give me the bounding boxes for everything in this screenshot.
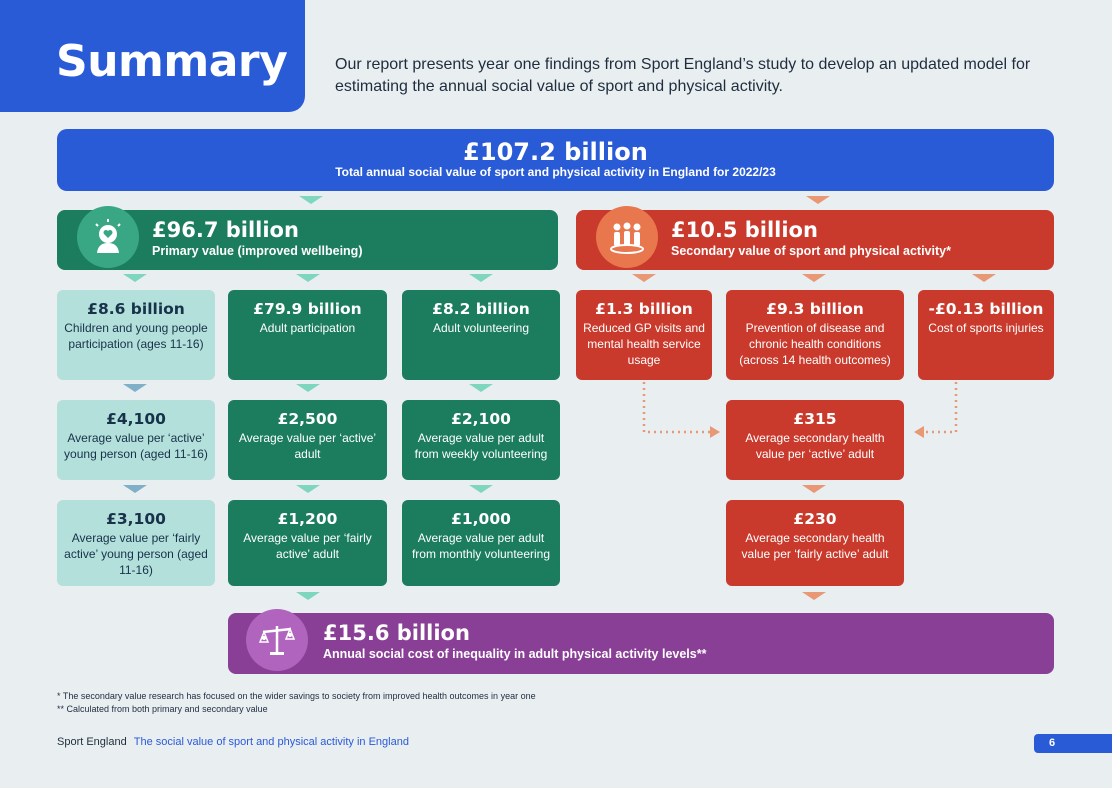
box-value: -£0.13 billion xyxy=(928,300,1044,318)
box-desc: Adult volunteering xyxy=(432,321,530,335)
box-value: £230 xyxy=(793,510,837,528)
dotted-connector-icon xyxy=(642,382,958,438)
box-desc: Average secondary health value per ‘acti… xyxy=(745,431,885,461)
arrow-down-icon xyxy=(123,384,147,392)
primary-label: Primary value (improved wellbeing) xyxy=(152,244,363,258)
box-value: £1,200 xyxy=(277,510,338,528)
box-desc: Adult participation xyxy=(259,321,356,335)
primary-value-box: £96.7 billion Primary value (improved we… xyxy=(57,206,558,270)
disease-prevention-box: £9.3 billion Prevention of disease and c… xyxy=(726,290,904,380)
box-desc: Average value per ‘active’ young person … xyxy=(64,431,208,461)
arrow-down-icon xyxy=(296,384,320,392)
inequality-label: Annual social cost of inequality in adul… xyxy=(323,647,707,661)
total-value-banner: £107.2 billion Total annual social value… xyxy=(57,129,1054,191)
arrow-down-icon xyxy=(469,274,493,282)
box-desc: Average value per ‘fairly active’ adult xyxy=(243,531,372,561)
box-desc: Prevention of disease and chronic health… xyxy=(739,321,891,367)
box-value: £315 xyxy=(793,410,837,428)
secondary-active-adult-box: £315 Average secondary health value per … xyxy=(726,400,904,480)
page-title: Summary xyxy=(56,36,288,87)
footnote-1: * The secondary value research has focus… xyxy=(57,691,536,701)
box-value: £1,000 xyxy=(451,510,511,528)
footnote-2: ** Calculated from both primary and seco… xyxy=(57,704,268,714)
fairly-active-young-person-box: £3,100 Average value per ‘fairly active’… xyxy=(57,500,215,586)
secondary-label: Secondary value of sport and physical ac… xyxy=(671,244,951,258)
primary-value: £96.7 billion xyxy=(152,218,299,242)
box-desc: Reduced GP visits and mental health serv… xyxy=(583,321,705,367)
arrow-down-icon xyxy=(296,274,320,282)
footer: Sport England The social value of sport … xyxy=(57,736,409,748)
adult-volunteering-box: £8.2 billion Adult volunteering xyxy=(402,290,560,380)
adult-participation-box: £79.9 billion Adult participation xyxy=(228,290,387,380)
arrow-down-icon xyxy=(299,196,323,204)
arrow-down-icon xyxy=(296,592,320,600)
box-value: £4,100 xyxy=(106,410,166,428)
box-desc: Average value per ‘fairly active’ young … xyxy=(64,531,208,577)
arrow-down-icon xyxy=(802,485,826,493)
secondary-fairly-active-adult-box: £230 Average secondary health value per … xyxy=(726,500,904,586)
box-desc: Children and young people participation … xyxy=(64,321,208,351)
head-heart-icon xyxy=(77,206,139,268)
arrow-down-icon xyxy=(802,274,826,282)
weekly-volunteering-box: £2,100 Average value per adult from week… xyxy=(402,400,560,480)
box-value: £9.3 billion xyxy=(766,300,864,318)
active-adult-box: £2,500 Average value per ‘active’ adult xyxy=(228,400,387,480)
box-value: £2,500 xyxy=(277,410,338,428)
page-number: 6 xyxy=(1034,734,1112,753)
people-group-icon xyxy=(596,206,658,268)
box-desc: Average value per ‘active’ adult xyxy=(238,431,377,461)
total-value: £107.2 billion xyxy=(463,138,648,166)
box-value: £3,100 xyxy=(106,510,166,528)
arrow-down-icon xyxy=(632,274,656,282)
fairly-active-adult-box: £1,200 Average value per ‘fairly active’… xyxy=(228,500,387,586)
footer-brand: Sport England xyxy=(57,736,127,748)
box-desc: Average value per adult from monthly vol… xyxy=(411,531,551,561)
arrow-down-icon xyxy=(972,274,996,282)
inequality-value: £15.6 billion xyxy=(323,621,470,645)
box-value: £1.3 billion xyxy=(595,300,693,318)
arrow-down-icon xyxy=(123,485,147,493)
arrow-down-icon xyxy=(469,485,493,493)
title-tab: Summary xyxy=(0,0,305,112)
box-value: £79.9 billion xyxy=(253,300,362,318)
box-value: £8.6 billion xyxy=(87,300,185,318)
arrow-down-icon xyxy=(806,196,830,204)
box-desc: Average secondary health value per ‘fair… xyxy=(741,531,889,561)
active-young-person-box: £4,100 Average value per ‘active’ young … xyxy=(57,400,215,480)
arrow-down-icon xyxy=(123,274,147,282)
arrow-down-icon xyxy=(802,592,826,600)
scales-people-icon xyxy=(246,609,308,671)
inequality-box: £15.6 billion Annual social cost of ineq… xyxy=(228,609,1054,674)
box-value: £8.2 billion xyxy=(432,300,530,318)
secondary-value-box: £10.5 billion Secondary value of sport a… xyxy=(576,206,1054,270)
secondary-value: £10.5 billion xyxy=(671,218,818,242)
box-desc: Cost of sports injuries xyxy=(928,321,1044,335)
sports-injuries-box: -£0.13 billion Cost of sports injuries xyxy=(918,290,1054,380)
footer-doc-title[interactable]: The social value of sport and physical a… xyxy=(133,736,409,748)
arrow-down-icon xyxy=(296,485,320,493)
intro-text: Our report presents year one findings fr… xyxy=(335,56,1031,95)
children-participation-box: £8.6 billion Children and young people p… xyxy=(57,290,215,380)
box-desc: Average value per adult from weekly volu… xyxy=(414,431,548,461)
arrow-down-icon xyxy=(469,384,493,392)
gp-visits-box: £1.3 billion Reduced GP visits and menta… xyxy=(576,290,712,380)
box-value: £2,100 xyxy=(451,410,511,428)
monthly-volunteering-box: £1,000 Average value per adult from mont… xyxy=(402,500,560,586)
total-label: Total annual social value of sport and p… xyxy=(335,165,776,179)
